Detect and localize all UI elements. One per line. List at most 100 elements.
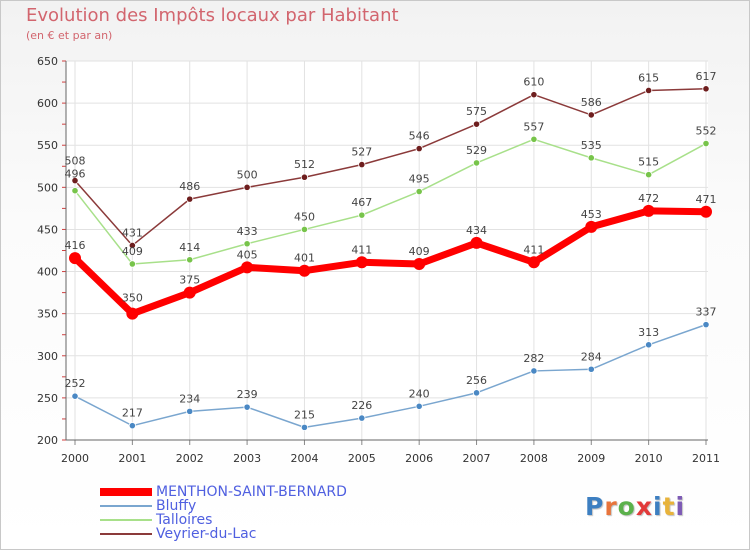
data-point: [700, 205, 712, 218]
logo-letter: t: [662, 492, 676, 521]
data-label: 535: [581, 139, 602, 152]
data-point: [71, 187, 79, 195]
legend-label-bluffy: Bluffy: [156, 498, 197, 514]
legend-item-bluffy[interactable]: Bluffy: [100, 499, 347, 513]
data-label: 512: [294, 158, 315, 171]
legend-label-menthon: MENTHON-SAINT-BERNARD: [156, 484, 347, 500]
x-tick-label: 2003: [233, 452, 261, 465]
data-point: [128, 241, 136, 250]
data-point: [358, 160, 366, 169]
y-tick-label: 450: [37, 223, 58, 236]
data-point: [527, 256, 540, 269]
data-point: [183, 286, 196, 299]
y-tick-label: 350: [37, 308, 58, 321]
data-label: 409: [122, 245, 143, 258]
data-point: [472, 159, 481, 167]
data-point: [71, 392, 79, 400]
data-point: [585, 220, 598, 233]
data-point: [358, 211, 366, 219]
data-label: 284: [581, 350, 602, 363]
legend-swatch-veyrier: [100, 533, 152, 535]
data-label: 416: [65, 239, 86, 252]
data-label: 586: [581, 96, 602, 109]
data-point: [702, 85, 710, 93]
legend-label-veyrier: Veyrier-du-Lac: [156, 526, 257, 542]
legend-item-talloires[interactable]: Talloires: [100, 513, 347, 527]
x-tick-label: 2000: [61, 452, 89, 465]
chart-subtitle: (en € et par an): [26, 29, 113, 42]
data-label: 529: [466, 144, 487, 157]
data-label: 252: [65, 377, 86, 390]
data-point: [470, 236, 483, 249]
data-point: [355, 256, 368, 269]
data-label: 239: [237, 388, 258, 401]
data-label: 453: [581, 208, 602, 221]
legend-label-talloires: Talloires: [156, 512, 213, 528]
series-line-3: [74, 88, 707, 247]
series-line-0: [71, 207, 710, 318]
data-point: [69, 252, 81, 265]
data-label: 575: [466, 105, 487, 118]
data-label: 467: [351, 196, 372, 209]
data-point: [530, 91, 538, 99]
x-tick-label: 2005: [348, 452, 376, 465]
data-label: 313: [638, 326, 659, 339]
y-tick-label: 650: [37, 55, 58, 68]
y-tick-label: 550: [37, 139, 58, 152]
data-label: 240: [409, 387, 430, 400]
y-tick-label: 300: [37, 350, 58, 363]
data-label: 472: [638, 192, 659, 205]
data-label: 486: [179, 180, 200, 193]
x-tick-label: 2009: [577, 452, 605, 465]
logo-letter: i: [675, 492, 686, 521]
x-tick-label: 2004: [290, 452, 318, 465]
data-point: [241, 261, 254, 274]
data-point: [300, 423, 309, 431]
data-point: [415, 187, 423, 196]
data-point: [587, 365, 595, 373]
data-label: 610: [523, 76, 544, 89]
data-point: [702, 321, 710, 329]
data-label: 557: [523, 120, 544, 133]
y-tick-label: 500: [37, 181, 58, 194]
data-label: 337: [696, 306, 717, 319]
x-tick-label: 2006: [405, 452, 433, 465]
data-point: [587, 111, 595, 119]
data-label: 500: [237, 168, 258, 181]
data-point: [186, 195, 194, 203]
legend: MENTHON-SAINT-BERNARD Bluffy Talloires V…: [100, 485, 347, 541]
data-point: [128, 422, 136, 430]
data-point: [415, 144, 423, 153]
data-label: 411: [523, 243, 544, 256]
proxiti-logo: Proxiti: [585, 492, 685, 521]
data-point: [413, 257, 426, 270]
data-point: [702, 139, 710, 148]
logo-letter: r: [604, 492, 618, 521]
data-label: 495: [409, 173, 430, 186]
data-point: [186, 407, 194, 415]
data-label: 471: [696, 193, 717, 206]
data-point: [298, 264, 311, 277]
data-point: [645, 171, 653, 179]
data-label: 450: [294, 210, 315, 223]
data-point: [186, 256, 194, 264]
data-label: 617: [696, 70, 717, 83]
legend-swatch-talloires: [100, 519, 152, 521]
x-tick-label: 2007: [463, 452, 491, 465]
legend-item-menthon[interactable]: MENTHON-SAINT-BERNARD: [100, 485, 347, 499]
data-point: [472, 389, 481, 397]
data-label: 546: [409, 130, 430, 143]
data-point: [71, 176, 79, 185]
y-tick-label: 200: [37, 434, 58, 447]
logo-letter: x: [635, 492, 653, 521]
y-tick-label: 250: [37, 392, 58, 405]
data-label: 615: [638, 71, 659, 84]
y-tick-label: 600: [37, 97, 58, 110]
data-label: 431: [122, 226, 143, 239]
data-label: 401: [294, 252, 315, 265]
legend-item-veyrier[interactable]: Veyrier-du-Lac: [100, 527, 347, 541]
x-tick-label: 2010: [635, 452, 663, 465]
data-point: [128, 260, 136, 268]
data-point: [358, 414, 366, 422]
